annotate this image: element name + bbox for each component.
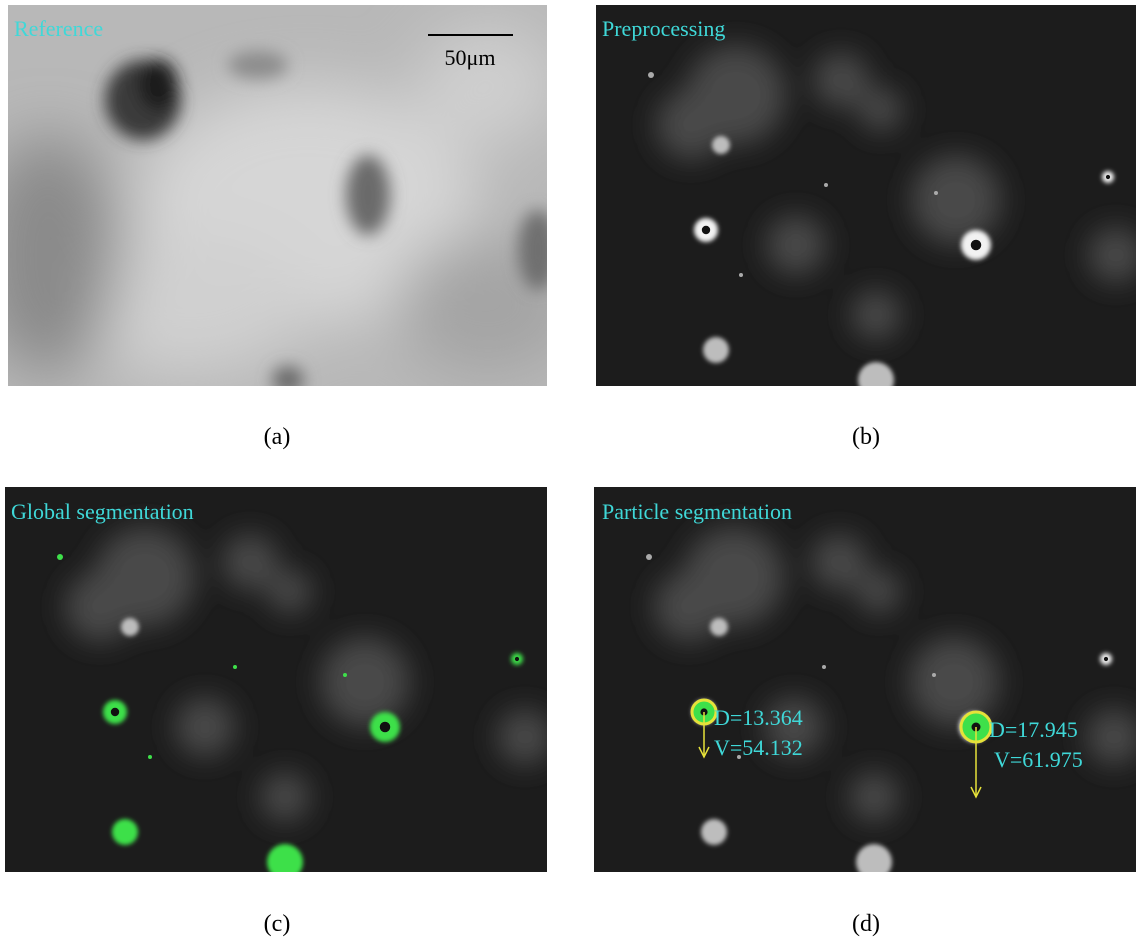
panel-reference: Reference 50μm [8,5,547,386]
annotation-diameter: D=13.364 [714,705,803,730]
scale-bar-label: 50μm [445,45,496,70]
panel-label: Preprocessing [602,16,725,41]
panel-label: Particle segmentation [602,499,792,524]
annotation-velocity: V=61.975 [994,747,1083,772]
caption: (d) [826,911,906,938]
panel-label: Reference [14,16,103,41]
panel-label: Global segmentation [11,499,194,524]
caption: (b) [826,424,906,451]
annotation-diameter: D=17.945 [989,717,1078,742]
annotation-velocity: V=54.132 [714,735,803,760]
panel-global-segmentation: Global segmentation [5,487,547,872]
panel-particle-segmentation: Particle segmentation D=13.364 V=54.132 … [594,487,1136,872]
caption: (a) [237,424,317,451]
panel-preprocessing: Preprocessing [596,5,1136,386]
figure: Reference 50μm Preprocessing Global segm… [0,0,1136,941]
caption: (c) [237,911,317,938]
